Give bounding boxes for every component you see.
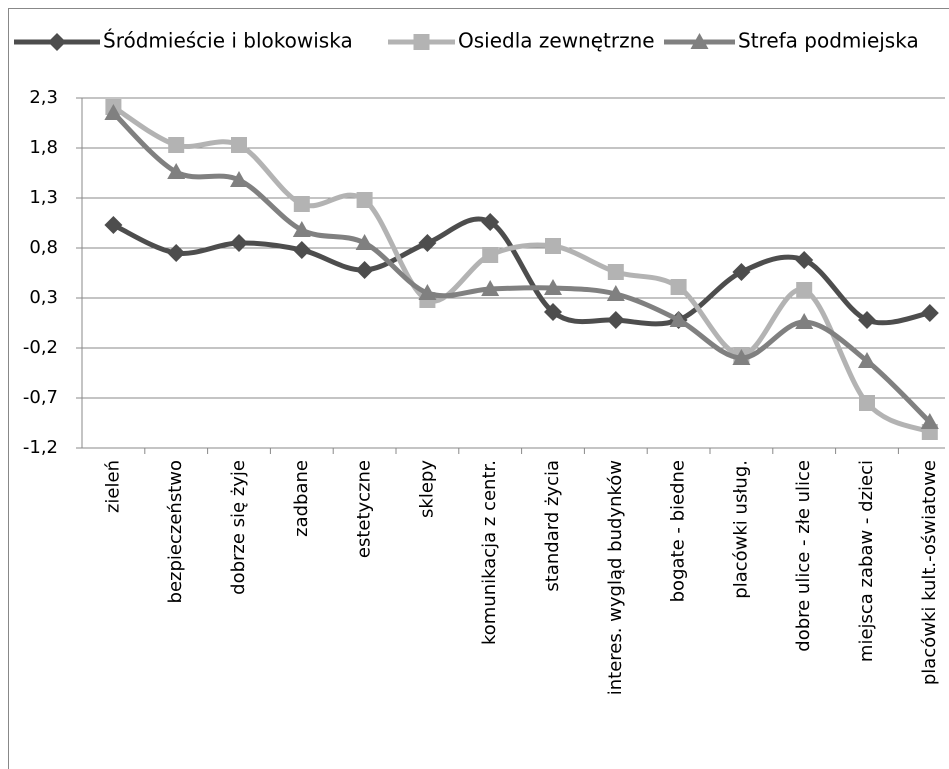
marker [920, 413, 939, 429]
marker [356, 192, 373, 208]
marker [920, 304, 939, 322]
marker [482, 247, 499, 263]
x-tick-label: komunikacja z centr. [479, 460, 500, 645]
y-tick-label: 1,8 [29, 137, 58, 158]
marker [606, 311, 625, 329]
x-tick-label: standard życia [542, 460, 563, 592]
marker [859, 395, 875, 411]
marker [545, 238, 561, 254]
marker [292, 221, 311, 237]
y-tick-label: -0,2 [23, 337, 58, 358]
x-tick-label: bezpieczeństwo [165, 460, 186, 603]
x-tick-label: dobrze się żyje [228, 460, 249, 595]
marker [104, 104, 123, 120]
marker [48, 33, 66, 51]
x-tick-label: dobre ulice - złe ulice [793, 460, 814, 652]
marker [292, 241, 311, 259]
marker [732, 349, 751, 365]
marker [607, 264, 624, 280]
x-tick-label: sklepy [416, 460, 437, 518]
marker [796, 282, 813, 298]
y-tick-label: 1,3 [29, 187, 58, 208]
marker [167, 163, 186, 179]
marker [544, 303, 562, 321]
x-tick-label: miejsca zabaw - dzieci [856, 460, 877, 662]
marker [669, 311, 688, 327]
marker [481, 280, 500, 296]
marker [418, 234, 437, 252]
marker [544, 279, 562, 295]
legend-label: Śródmieście i blokowiska [103, 29, 353, 53]
y-tick-label: 2,3 [29, 87, 58, 108]
marker [670, 279, 687, 295]
x-tick-label: bogate - biedne [668, 460, 689, 602]
marker [355, 261, 374, 279]
marker [167, 244, 186, 262]
x-tick-label: placówki usług. [730, 460, 751, 599]
legend-label: Strefa podmiejska [738, 29, 919, 53]
x-tick-label: zadbane [291, 460, 312, 537]
marker [230, 234, 248, 252]
marker [858, 352, 876, 368]
x-tick-label: interes. wygląd budynków [605, 460, 626, 695]
marker [230, 171, 248, 187]
x-tick-label: estetyczne [354, 460, 375, 558]
marker [690, 33, 709, 49]
marker [231, 137, 247, 153]
marker [168, 137, 185, 153]
marker [355, 234, 374, 250]
marker [732, 263, 751, 281]
chart-frame [8, 8, 949, 769]
marker [104, 216, 123, 234]
marker [481, 213, 500, 231]
marker [606, 285, 625, 301]
x-tick-label: placówki kult.-oświatowe [919, 460, 940, 685]
marker [795, 313, 814, 329]
marker [858, 311, 876, 329]
x-tick-label: zieleń [102, 460, 123, 513]
legend-label: Osiedla zewnętrzne [458, 29, 655, 53]
y-tick-label: -0,7 [23, 387, 58, 408]
y-tick-label: -1,2 [23, 437, 58, 458]
y-tick-label: 0,8 [29, 237, 58, 258]
marker [418, 284, 437, 300]
marker [795, 251, 814, 269]
marker [413, 34, 430, 50]
y-tick-label: 0,3 [29, 287, 58, 308]
marker [293, 196, 310, 212]
